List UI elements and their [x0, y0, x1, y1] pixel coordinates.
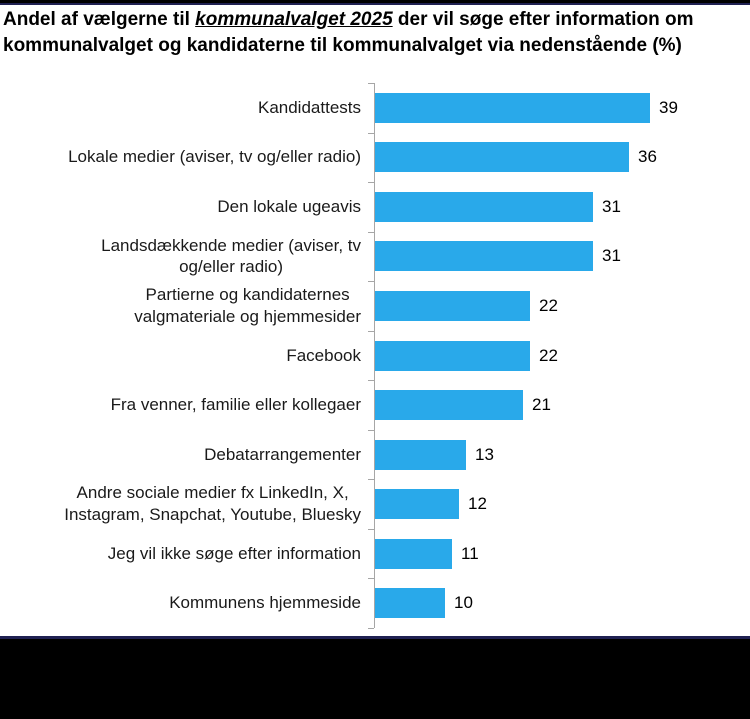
axis-tick	[368, 182, 374, 183]
plot-area: Kandidattests 39 Lokale medier (aviser, tv…	[0, 83, 750, 629]
bar-cell: 21	[374, 380, 750, 430]
axis-tick	[368, 380, 374, 381]
axis-tick	[368, 430, 374, 431]
chart-row: Landsdækkende medier (aviser, tv og/elle…	[0, 232, 750, 282]
plot-rows: Kandidattests 39 Lokale medier (aviser, tv…	[0, 83, 750, 628]
bar	[374, 538, 452, 569]
title-emphasis: kommunalvalget 2025	[195, 9, 393, 30]
value-label: 36	[638, 147, 657, 167]
category-label: Jeg vil ikke søge efter information	[107, 543, 361, 563]
category-label-cell: Partierne og kandidaternes valgmateriale…	[0, 281, 374, 331]
category-label-cell: Den lokale ugeavis	[0, 182, 374, 232]
chart-row: Facebook 22	[0, 331, 750, 381]
value-label: 31	[602, 196, 621, 216]
category-label-cell: Fra venner, familie eller kollegaer	[0, 380, 374, 430]
category-label: Facebook	[286, 345, 361, 365]
bar-cell: 13	[374, 430, 750, 480]
top-border-black	[0, 0, 750, 3]
bar	[374, 439, 466, 470]
bar	[374, 390, 523, 421]
axis-tick	[368, 331, 374, 332]
category-label-cell: Landsdækkende medier (aviser, tv og/elle…	[0, 232, 374, 282]
category-label: Fra venner, familie eller kollegaer	[110, 395, 361, 415]
axis-tick	[368, 232, 374, 233]
bar-cell: 12	[374, 479, 750, 529]
bar-cell: 10	[374, 578, 750, 628]
value-label: 31	[602, 246, 621, 266]
category-label-cell: Jeg vil ikke søge efter information	[0, 529, 374, 579]
bottom-border-navy	[0, 636, 750, 639]
axis-tick	[368, 578, 374, 579]
bar	[374, 588, 445, 619]
category-label: Kandidattests	[257, 97, 361, 117]
value-label: 10	[454, 593, 473, 613]
bar-cell: 31	[374, 182, 750, 232]
chart-row: Andre sociale medier fx LinkedIn, X, Ins…	[0, 479, 750, 529]
bar	[374, 142, 629, 173]
axis-tick	[368, 133, 374, 134]
bar	[374, 290, 530, 321]
title-line2: kommunalvalget og kandidaterne til kommu…	[3, 35, 682, 56]
category-label: Lokale medier (aviser, tv og/eller radio…	[68, 147, 361, 167]
category-label: Den lokale ugeavis	[217, 196, 361, 216]
category-label: Andre sociale medier fx LinkedIn, X, Ins…	[64, 483, 361, 525]
value-label: 12	[468, 494, 487, 514]
chart-row: Den lokale ugeavis 31	[0, 182, 750, 232]
bar	[374, 191, 593, 222]
bar	[374, 92, 650, 123]
chart-row: Kommunens hjemmeside 10	[0, 578, 750, 628]
bar	[374, 489, 459, 520]
category-label-cell: Facebook	[0, 331, 374, 381]
category-label-cell: Kommunens hjemmeside	[0, 578, 374, 628]
category-label: Partierne og kandidaternes valgmateriale…	[134, 285, 361, 326]
category-label-cell: Andre sociale medier fx LinkedIn, X, Ins…	[0, 479, 374, 529]
axis-tick	[368, 281, 374, 282]
category-label: Kommunens hjemmeside	[169, 593, 361, 613]
category-label: Landsdækkende medier (aviser, tv og/elle…	[101, 235, 361, 277]
category-label: Debatarrangementer	[204, 444, 361, 464]
chart-row: Debatarrangementer 13	[0, 430, 750, 480]
category-label-cell: Debatarrangementer	[0, 430, 374, 480]
title-line1-prefix: Andel af vælgerne til	[3, 9, 196, 30]
value-label: 22	[539, 295, 558, 315]
bar-cell: 11	[374, 529, 750, 579]
bar-cell: 36	[374, 133, 750, 183]
category-label-cell: Lokale medier (aviser, tv og/eller radio…	[0, 133, 374, 183]
axis-tick	[368, 529, 374, 530]
chart-row: Lokale medier (aviser, tv og/eller radio…	[0, 133, 750, 183]
axis-tick	[368, 628, 374, 629]
value-label: 21	[532, 395, 551, 415]
value-label: 39	[659, 97, 678, 117]
top-border-navy	[0, 3, 750, 5]
bar-cell: 22	[374, 331, 750, 381]
bar-cell: 22	[374, 281, 750, 331]
chart-row: Partierne og kandidaternes valgmateriale…	[0, 281, 750, 331]
category-axis-line	[374, 83, 375, 628]
chart-title: Andel af vælgerne til kommunalvalget 202…	[3, 7, 747, 59]
axis-tick	[368, 83, 374, 84]
value-label: 22	[539, 345, 558, 365]
title-line1-suffix: der vil søge efter information om	[392, 9, 694, 30]
value-label: 13	[475, 444, 494, 464]
footer-band	[0, 639, 750, 719]
chart-row: Jeg vil ikke søge efter information 11	[0, 529, 750, 579]
bar-cell: 39	[374, 83, 750, 133]
value-label: 11	[461, 543, 479, 563]
axis-tick	[368, 479, 374, 480]
bar-cell: 31	[374, 232, 750, 282]
chart-row: Fra venner, familie eller kollegaer 21	[0, 380, 750, 430]
chart-row: Kandidattests 39	[0, 83, 750, 133]
bar	[374, 241, 593, 272]
category-label-cell: Kandidattests	[0, 83, 374, 133]
bar	[374, 340, 530, 371]
